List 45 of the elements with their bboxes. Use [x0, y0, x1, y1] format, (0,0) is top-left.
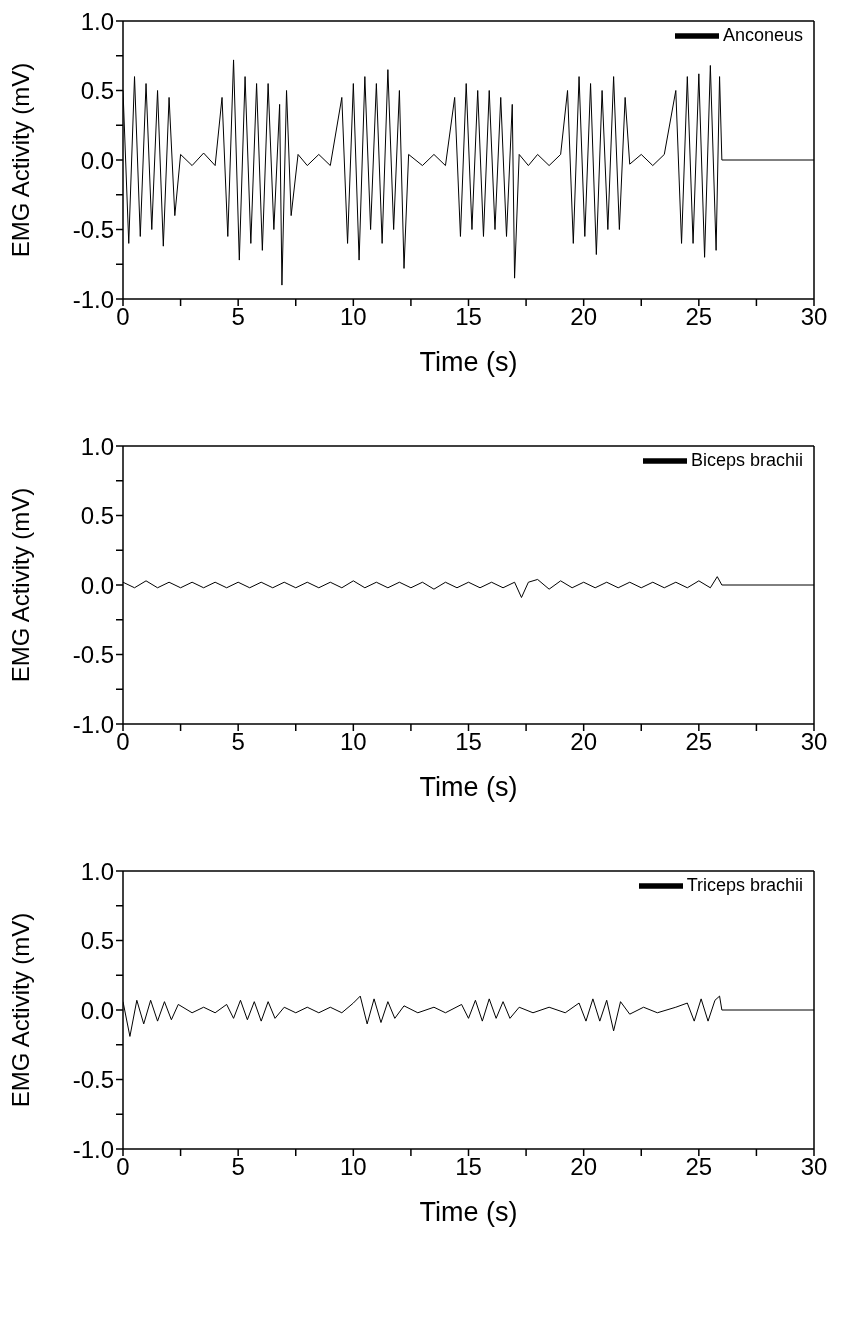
y-axis-title: EMG Activity (mV): [6, 62, 34, 258]
y-tick-label: 1.0: [80, 7, 114, 35]
y-tick-label: 0.0: [80, 996, 114, 1024]
y-tick-label: -0.5: [72, 216, 114, 244]
y-tick-label: -1.0: [72, 1135, 114, 1163]
legend-label: Anconeus: [722, 24, 803, 45]
y-tick-label: 1.0: [80, 857, 114, 885]
x-tick-label: 0: [116, 303, 130, 331]
x-axis-title: Time (s): [419, 772, 518, 802]
x-tick-label: 0: [116, 728, 130, 756]
y-tick-label: 0.5: [80, 77, 114, 105]
x-tick-label: 10: [339, 303, 367, 331]
y-tick-label: 0.0: [80, 571, 114, 599]
x-tick-label: 15: [455, 303, 482, 331]
x-tick-label: 5: [231, 1153, 245, 1181]
y-tick-label: -1.0: [72, 285, 114, 313]
x-tick-label: 20: [570, 1153, 598, 1181]
x-tick-label: 5: [231, 303, 245, 331]
x-tick-label: 30: [800, 303, 828, 331]
legend-label: Triceps brachii: [686, 874, 803, 895]
legend-label: Biceps brachii: [690, 449, 803, 470]
x-tick-label: 10: [339, 728, 367, 756]
x-tick-label: 25: [685, 728, 713, 756]
y-tick-label: 1.0: [80, 432, 114, 460]
y-tick-label: -1.0: [72, 710, 114, 738]
x-tick-label: 25: [685, 303, 713, 331]
x-tick-label: 30: [800, 1153, 828, 1181]
x-tick-label: 25: [685, 1153, 713, 1181]
x-tick-label: 20: [570, 728, 598, 756]
x-tick-label: 15: [455, 1153, 482, 1181]
y-tick-label: 0.5: [80, 502, 114, 530]
x-axis-title: Time (s): [419, 1197, 518, 1227]
x-tick-label: 10: [339, 1153, 367, 1181]
y-tick-label: -0.5: [72, 1066, 114, 1094]
x-tick-label: 0: [116, 1153, 130, 1181]
x-tick-label: 30: [800, 728, 828, 756]
x-tick-label: 20: [570, 303, 598, 331]
y-tick-label: 0.0: [80, 146, 114, 174]
y-tick-label: 0.5: [80, 927, 114, 955]
y-axis-title: EMG Activity (mV): [6, 487, 34, 683]
y-axis-title: EMG Activity (mV): [6, 912, 34, 1108]
x-axis-title: Time (s): [419, 347, 518, 377]
x-tick-label: 5: [231, 728, 245, 756]
y-tick-label: -0.5: [72, 641, 114, 669]
x-tick-label: 15: [455, 728, 482, 756]
